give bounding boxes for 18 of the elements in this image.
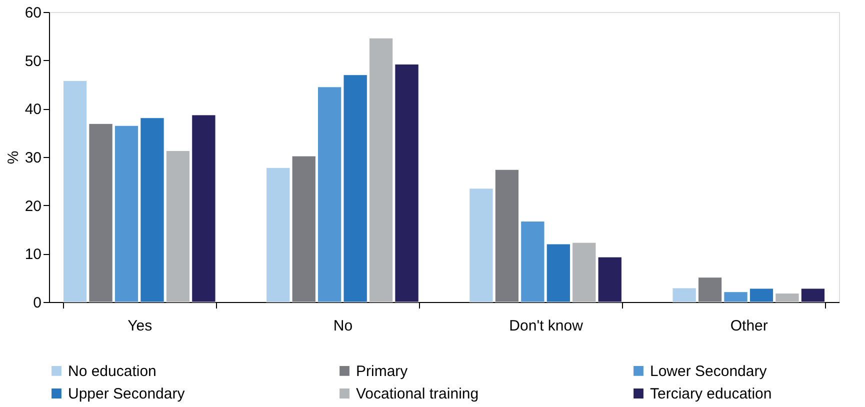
legend-label: Lower Secondary (650, 362, 768, 380)
x-tick-label: Yes (128, 318, 152, 334)
x-tick-label: No (333, 318, 353, 334)
y-tick-label: 10 (24, 246, 42, 264)
legend-label: Upper Secondary (68, 386, 186, 402)
legend-label: Vocational training (356, 386, 479, 402)
y-tick-label: 30 (24, 150, 42, 166)
legend-label: No education (68, 362, 156, 380)
y-tick-label: 60 (24, 4, 42, 22)
y-axis-title: % (4, 150, 22, 164)
legend-label: Terciary education (650, 386, 772, 402)
y-tick-label: 40 (24, 101, 42, 118)
y-tick-label: 50 (24, 52, 42, 70)
y-tick-label: 0 (33, 294, 42, 312)
legend-label: Primary (356, 362, 408, 380)
y-tick-label: 20 (24, 198, 42, 215)
x-tick-label: Other (730, 318, 768, 334)
x-tick-label: Don't know (509, 318, 584, 334)
